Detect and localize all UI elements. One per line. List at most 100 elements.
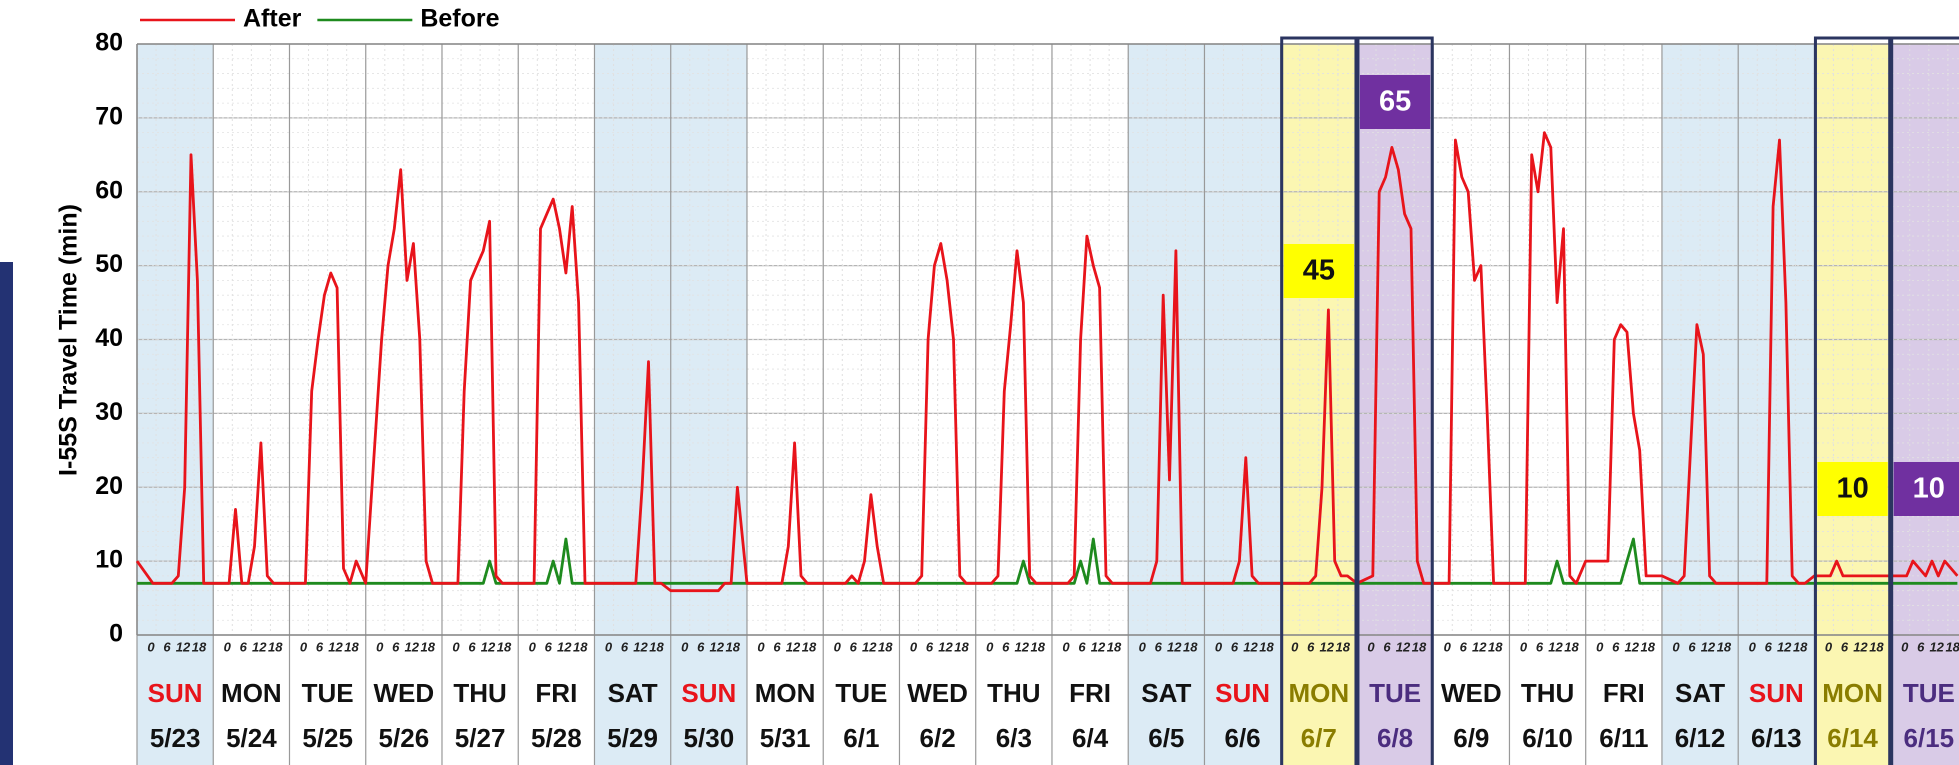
day-date: 6/10 <box>1522 723 1573 753</box>
hour-label: 6 <box>1383 639 1391 654</box>
hour-label: 0 <box>1291 639 1299 654</box>
y-tick-label: 70 <box>95 102 123 130</box>
hour-label: 18 <box>649 639 664 654</box>
hour-label: 12 <box>938 639 953 654</box>
hour-label: 18 <box>1183 639 1198 654</box>
hour-label: 18 <box>1717 639 1732 654</box>
hour-label: 6 <box>1688 639 1696 654</box>
hour-label: 12 <box>1853 639 1868 654</box>
day-name: TUE <box>835 678 887 708</box>
day-date: 6/9 <box>1453 723 1489 753</box>
annotation-box <box>1283 244 1354 298</box>
day-name: THU <box>1521 678 1574 708</box>
day-name: WED <box>1441 678 1502 708</box>
hour-label: 12 <box>1319 639 1334 654</box>
hour-label: 12 <box>328 639 343 654</box>
hour-label: 0 <box>1749 639 1757 654</box>
hour-label: 0 <box>1444 639 1452 654</box>
highlight-outline <box>1890 36 1959 765</box>
legend-label: Before <box>420 5 499 33</box>
hour-label: 18 <box>1564 639 1579 654</box>
hour-label: 0 <box>224 639 232 654</box>
day-date: 6/12 <box>1675 723 1726 753</box>
hour-label: 6 <box>1307 639 1315 654</box>
hour-label: 0 <box>986 639 994 654</box>
day-name: SAT <box>608 678 658 708</box>
hour-label: 12 <box>252 639 267 654</box>
highlight-outline <box>1356 36 1434 765</box>
hour-label: 12 <box>1929 639 1944 654</box>
day-name: WED <box>907 678 968 708</box>
hour-label: 0 <box>1139 639 1147 654</box>
hour-label: 12 <box>557 639 572 654</box>
day-name: FRI <box>535 678 577 708</box>
day-date: 5/26 <box>379 723 430 753</box>
hour-label: 6 <box>545 639 553 654</box>
series-line <box>135 131 1959 593</box>
hour-label: 18 <box>268 639 283 654</box>
hour-label: 12 <box>1243 639 1258 654</box>
hour-label: 6 <box>1536 639 1544 654</box>
hour-label: 18 <box>1869 639 1884 654</box>
hour-label: 12 <box>1091 639 1106 654</box>
hour-label: 18 <box>344 639 359 654</box>
hour-label: 0 <box>529 639 537 654</box>
day-date: 5/25 <box>302 723 353 753</box>
day-name: THU <box>453 678 506 708</box>
annotation-label: 10 <box>1913 473 1945 505</box>
day-date: 5/31 <box>760 723 811 753</box>
annotation-box <box>1359 75 1431 129</box>
hour-label: 18 <box>192 639 207 654</box>
hour-label: 6 <box>621 639 629 654</box>
hour-label: 0 <box>147 639 155 654</box>
day-date: 6/11 <box>1599 723 1648 753</box>
hour-label: 12 <box>786 639 801 654</box>
day-date: 6/13 <box>1751 723 1802 753</box>
day-name: WED <box>374 678 435 708</box>
hour-label: 12 <box>1472 639 1487 654</box>
hour-label: 0 <box>1596 639 1604 654</box>
day-date: 6/2 <box>920 723 956 753</box>
day-name: FRI <box>1603 678 1645 708</box>
highlight-outline <box>1813 36 1892 765</box>
hour-label: 18 <box>573 639 588 654</box>
hour-label: 6 <box>1078 639 1086 654</box>
day-name: SUN <box>681 678 736 708</box>
hour-label: 18 <box>1945 639 1959 654</box>
hour-label: 0 <box>757 639 765 654</box>
hour-label: 18 <box>1488 639 1503 654</box>
hour-label: 0 <box>681 639 689 654</box>
day-date: 5/29 <box>607 723 658 753</box>
hour-label: 18 <box>421 639 436 654</box>
hour-label: 18 <box>1640 639 1655 654</box>
day-name: TUE <box>1903 678 1955 708</box>
hour-label: 0 <box>1062 639 1070 654</box>
hour-label: 18 <box>1335 639 1350 654</box>
annotation-label: 10 <box>1836 473 1868 505</box>
day-date: 6/5 <box>1148 723 1184 753</box>
y-tick-label: 20 <box>95 472 123 500</box>
y-tick-label: 50 <box>95 250 123 278</box>
hour-label: 0 <box>910 639 918 654</box>
hour-label: 0 <box>1520 639 1528 654</box>
hour-label: 12 <box>1624 639 1639 654</box>
hour-label: 12 <box>1014 639 1029 654</box>
hour-label: 0 <box>1367 639 1375 654</box>
hour-label: 18 <box>1030 639 1045 654</box>
day-name: SUN <box>1215 678 1270 708</box>
day-date: 6/6 <box>1225 723 1261 753</box>
hour-label: 6 <box>773 639 781 654</box>
hour-label: 0 <box>1825 639 1833 654</box>
hour-label: 18 <box>497 639 512 654</box>
hour-label: 18 <box>802 639 817 654</box>
annotation-box <box>1817 462 1888 516</box>
hour-label: 0 <box>1215 639 1223 654</box>
hour-label: 6 <box>1612 639 1620 654</box>
legend-label: After <box>243 5 302 33</box>
highlight-outline <box>1280 36 1358 765</box>
day-date: 5/27 <box>455 723 506 753</box>
y-tick-label: 10 <box>95 546 123 574</box>
hour-label: 6 <box>468 639 476 654</box>
day-name: MON <box>1822 678 1883 708</box>
